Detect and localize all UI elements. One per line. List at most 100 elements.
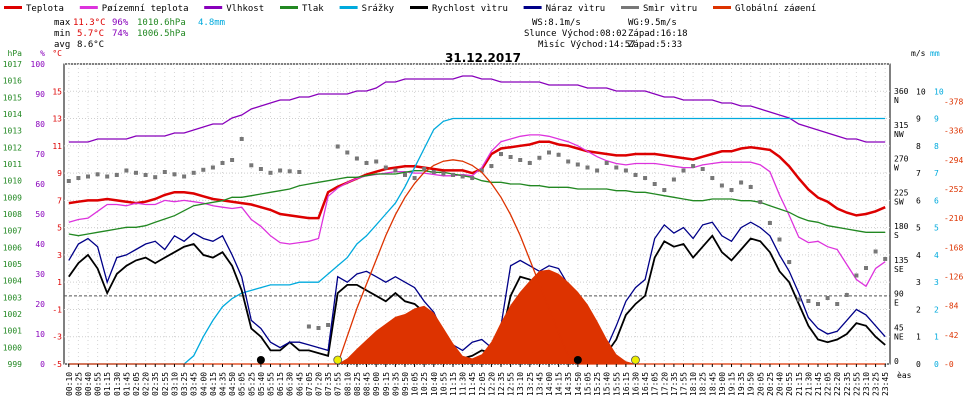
wind-dir-point <box>470 176 475 180</box>
wind-dir-point <box>595 168 600 173</box>
axis-tick-hpa: 1012 <box>3 143 22 152</box>
info-ws: WS:8.1m/s <box>532 18 581 28</box>
axis-tick-ms: 2 <box>916 305 921 314</box>
x-tick-label: 09:15 <box>382 372 391 396</box>
axis-tick-wm2: -0 <box>944 360 954 369</box>
axis-tick-pct: 30 <box>35 270 45 279</box>
x-tick-label: 14:50 <box>574 372 583 396</box>
info-moon-set: Západ:5:33 <box>628 40 682 50</box>
wind-dir-point <box>143 173 148 177</box>
x-tick-label: 12:55 <box>507 372 516 396</box>
x-tick-label: 22:05 <box>824 372 833 396</box>
axis-tick-wm2: -294 <box>944 156 963 165</box>
wind-dir-point <box>681 168 686 173</box>
axis-tick-temp: 5 <box>57 224 62 233</box>
x-tick-label: 12:05 <box>478 372 487 396</box>
wind-dir-point <box>691 164 696 168</box>
info-wg: WG:9.5m/s <box>628 18 677 28</box>
chart-title: 31.12.2017 <box>445 51 521 65</box>
axis-tick-temp: 7 <box>57 196 62 205</box>
series-line <box>68 170 886 237</box>
axis-tick-wm2: -42 <box>944 331 959 340</box>
x-tick-label: 16:15 <box>622 372 631 396</box>
x-tick-label: 14:15 <box>555 372 564 396</box>
series-rychlost-vi-tru <box>68 234 886 360</box>
series-na-raz-vi-tru <box>68 221 886 352</box>
x-tick-label: 10:40 <box>430 372 439 396</box>
axis-title-hpa: hPa <box>8 49 23 58</box>
axis-tick-hpa: 1009 <box>3 193 22 202</box>
wind-dir-point <box>499 152 503 156</box>
series-line <box>68 221 886 352</box>
x-tick-label: 15:55 <box>612 372 621 396</box>
x-tick-label: 11:15 <box>449 372 458 396</box>
x-tick-label: 10:25 <box>420 372 429 396</box>
axis-tick-wm2: -378 <box>944 98 963 107</box>
wind-dir-point <box>806 299 811 303</box>
stats-max-pres: 1010.6hPa <box>137 18 186 28</box>
axis-tick-mm: 3 <box>934 278 939 287</box>
wind-dir-point <box>710 176 715 180</box>
axis-tick-ms: 6 <box>916 196 921 205</box>
axis-tick-dir-name: N <box>894 96 899 105</box>
x-tick-label: 03:25 <box>180 372 189 396</box>
wind-dir-point <box>623 168 628 173</box>
axis-tick-hpa: 1017 <box>3 60 22 69</box>
wind-dir-point <box>182 174 187 179</box>
info-sun-set: Západ:16:18 <box>628 29 688 39</box>
axis-tick-pct: 10 <box>35 330 45 339</box>
axis-tick-hpa: 1002 <box>3 310 22 319</box>
axis-tick-hpa: 1014 <box>3 110 22 119</box>
x-tick-label: 21:15 <box>795 372 804 396</box>
wind-dir-point <box>719 183 724 188</box>
legend: Teplota Pøízemní teplota Vlhkost Tlak Srážky… <box>4 4 816 14</box>
stats-avg-label: avg <box>54 40 70 50</box>
wind-dir-point <box>883 257 888 261</box>
x-tick-label: 09:35 <box>391 372 400 396</box>
wind-dir-point <box>767 221 772 225</box>
axis-tick-pct: 0 <box>40 360 45 369</box>
x-tick-label: 05:05 <box>238 372 247 396</box>
stats-min-pres: 1006.5hPa <box>137 29 186 39</box>
legend-swatch-vlhkost <box>204 6 223 9</box>
wind-dir-point <box>345 150 350 155</box>
wind-dir-point <box>201 167 206 172</box>
sun-marker-icon <box>333 355 343 365</box>
wind-dir-point <box>748 185 753 189</box>
axis-tick-pct: 90 <box>35 90 45 99</box>
x-tick-label: 15:40 <box>603 372 612 396</box>
wind-dir-point <box>153 175 158 180</box>
axes: hPa1017101610151014101310121011101010091… <box>3 49 964 396</box>
wind-dir-point <box>297 170 302 174</box>
wind-dir-point <box>431 170 436 174</box>
axis-tick-hpa: 1007 <box>3 227 22 236</box>
axis-tick-ms: 1 <box>916 333 921 342</box>
axis-tick-hpa: 1005 <box>3 260 22 269</box>
wind-dir-point <box>95 172 100 177</box>
x-tick-label: 00:40 <box>84 372 93 396</box>
axis-tick-mm: 7 <box>934 169 939 178</box>
wind-dir-point <box>66 179 71 183</box>
wind-dir-point <box>393 168 398 173</box>
x-tick-label: 17:55 <box>680 372 689 396</box>
x-tick-label: 11:30 <box>459 372 468 396</box>
x-tick-label: 18:45 <box>708 372 717 396</box>
stats-min-temp: 5.7°C <box>77 29 104 39</box>
wind-dir-point <box>249 163 254 168</box>
stats-min-hum: 74% <box>112 29 129 39</box>
x-tick-label: 00:55 <box>94 372 103 396</box>
wind-dir-point <box>451 173 455 177</box>
axis-tick-pct: 100 <box>31 60 46 69</box>
wind-dir-point <box>191 170 196 175</box>
axis-tick-hpa: 1016 <box>3 77 22 86</box>
axis-tick-temp: -3 <box>52 333 62 342</box>
axis-tick-dir: 270 <box>894 155 909 164</box>
series-line <box>68 234 886 360</box>
x-tick-label: 06:15 <box>276 372 285 396</box>
legend-label-vlhkost: Vlhkost <box>226 4 264 14</box>
wind-dir-point <box>76 176 81 180</box>
axis-tick-ms: 5 <box>916 224 921 233</box>
axis-tick-temp: 15 <box>52 87 62 96</box>
wind-dir-point <box>105 174 110 179</box>
